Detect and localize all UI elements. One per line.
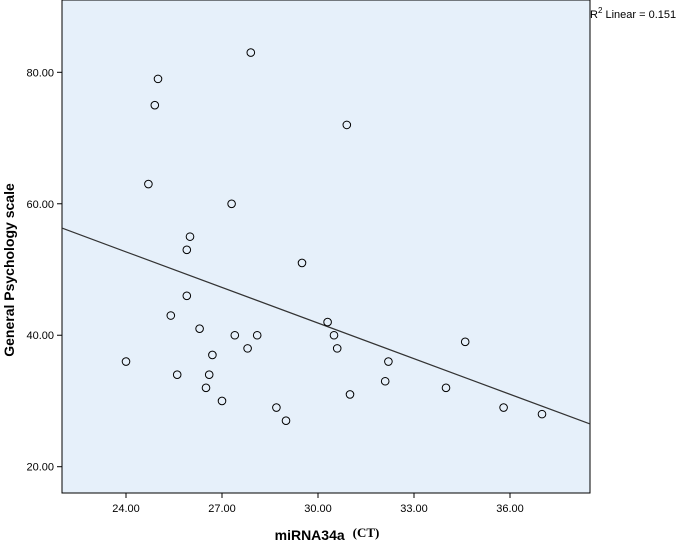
data-point (345, 390, 355, 399)
data-point (243, 344, 252, 353)
data-point (384, 357, 393, 366)
r2-label: R2 Linear = 0.151 (590, 6, 676, 21)
data-point (217, 396, 227, 406)
data-point (144, 179, 153, 189)
data-point (537, 409, 547, 419)
x-axis: 24.00 27.00 30.00 33.00 36.00 (112, 493, 524, 515)
data-point (204, 370, 214, 379)
x-tick-label: 24.00 (112, 503, 140, 515)
data-point (208, 350, 217, 360)
data-point (329, 330, 339, 340)
data-point (195, 324, 204, 333)
data-point (272, 403, 281, 412)
data-point (150, 100, 160, 110)
data-point (246, 48, 256, 57)
x-axis-title: miRNA34a (CT) (275, 525, 380, 543)
y-tick-label: 80.00 (26, 67, 54, 79)
data-point (185, 232, 195, 241)
x-tick-label: 27.00 (208, 503, 236, 515)
x-axis-title-unit: (CT) (353, 525, 380, 540)
y-tick-label: 40.00 (26, 330, 54, 342)
data-point (441, 383, 451, 393)
data-point (252, 330, 262, 340)
data-points (121, 48, 547, 425)
x-tick-label: 33.00 (400, 503, 428, 515)
y-tick-label: 60.00 (26, 199, 54, 211)
data-point (201, 383, 211, 393)
x-tick-label: 36.00 (496, 503, 524, 515)
data-point (182, 245, 192, 255)
data-point (227, 199, 236, 209)
data-point (460, 337, 470, 347)
data-point (297, 258, 307, 268)
y-tick-label: 20.00 (26, 462, 54, 474)
x-tick-label: 30.00 (304, 503, 332, 515)
y-axis: 20.00 40.00 60.00 80.00 (26, 67, 62, 474)
plot-area (61, 0, 591, 494)
data-point (121, 357, 131, 366)
data-point (230, 330, 240, 340)
x-axis-title-main: miRNA34a (275, 527, 345, 543)
data-point (172, 370, 182, 379)
data-point (499, 403, 508, 412)
data-point (380, 376, 390, 386)
data-point (332, 344, 342, 353)
data-point (153, 74, 163, 84)
y-axis-title: General Psychology scale (1, 183, 17, 357)
data-point (166, 311, 176, 320)
data-point (342, 120, 352, 130)
data-point (323, 317, 332, 327)
data-point (281, 416, 291, 425)
data-point (182, 291, 192, 301)
